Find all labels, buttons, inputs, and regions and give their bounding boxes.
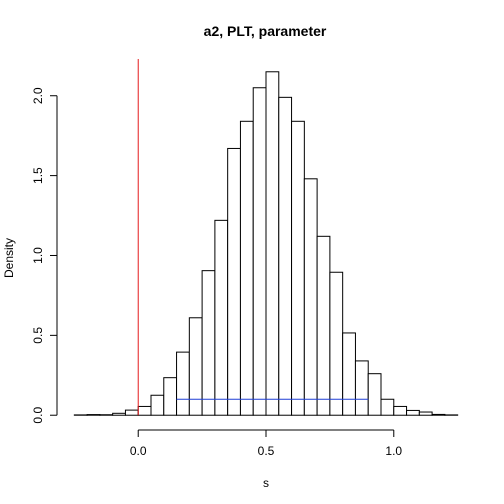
histogram-bar [252,87,267,416]
histogram-bar [214,219,229,416]
histogram-bar [265,71,280,416]
x-axis-label: s [263,476,269,490]
histogram-bar [201,270,216,416]
histogram-bar [227,147,241,416]
y-tick-label: 2.0 [31,87,45,104]
x-tick-label: 1.0 [385,444,402,458]
y-tick-label: 1.0 [31,247,45,264]
histogram-bar [418,411,433,416]
histogram-bar [291,120,305,416]
histogram-bar [163,377,178,416]
histogram-bar [431,413,446,416]
histogram-bars [73,71,459,416]
histogram-bar [112,412,126,416]
histogram-bar [354,360,369,416]
x-tick-label: 0.0 [130,444,147,458]
x-tick-label: 0.5 [258,444,275,458]
histogram-bar [406,409,420,416]
histogram-bar [137,405,152,416]
histogram-bar [188,317,203,416]
y-tick-label: 1.5 [31,167,45,184]
y-tick-label: 0.0 [31,407,45,424]
histogram-bar [316,235,331,416]
x-axis: 0.0 0.5 1.0 [130,429,402,458]
histogram-bar [239,120,254,416]
histogram-bar [329,271,344,416]
histogram-bar [380,398,395,416]
histogram-bar [342,332,356,416]
histogram-bar [124,409,139,416]
histogram-bar [176,351,190,416]
histogram-bar [303,178,318,416]
y-tick-label: 0.5 [31,327,45,344]
y-axis: 0.0 0.5 1.0 1.5 2.0 [31,87,58,424]
histogram-bar [278,96,293,416]
y-axis-label: Density [2,238,16,278]
histogram-bar [367,373,382,416]
histogram-bar [393,405,408,416]
histogram-bar [150,394,165,416]
histogram-bar [86,414,101,416]
chart-title: a2, PLT, parameter [204,23,327,39]
